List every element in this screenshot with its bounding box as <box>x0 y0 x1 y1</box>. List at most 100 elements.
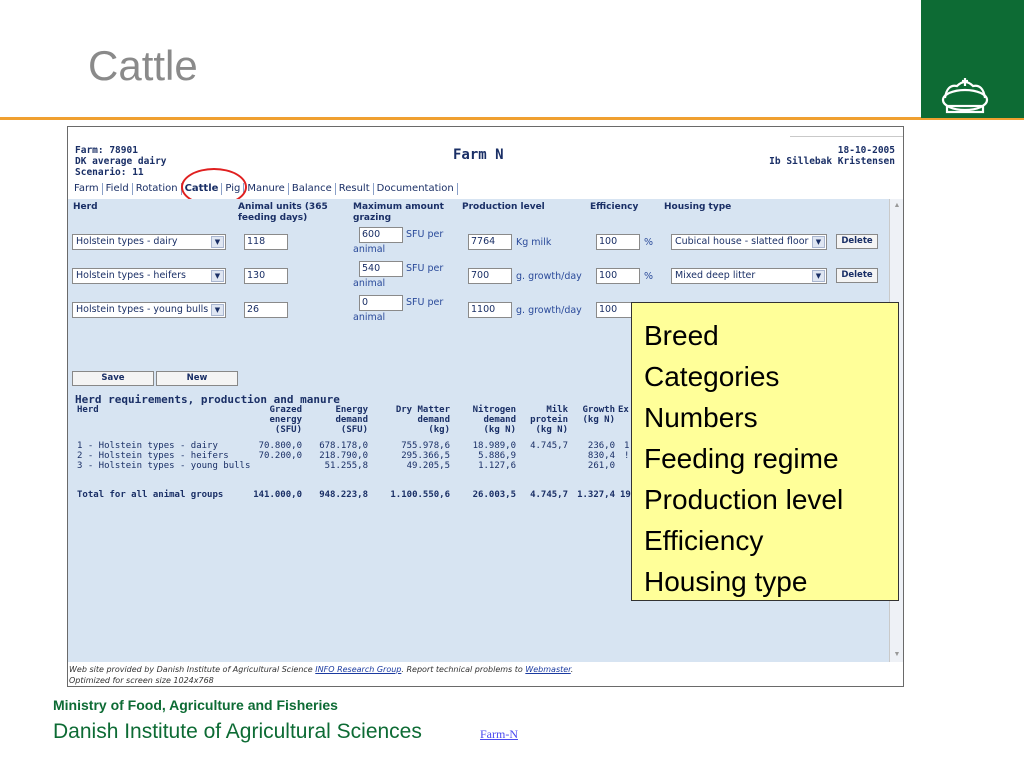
production-input[interactable]: 7764 <box>468 234 512 250</box>
col-herd: Herd <box>73 202 98 212</box>
col-grazing-line2: grazing <box>353 213 392 223</box>
housing-select[interactable]: Mixed deep litter ▼ <box>671 268 827 284</box>
sfu-label: SFU per <box>406 229 444 240</box>
req-cell-dry: 755.978,6 <box>401 441 450 451</box>
footer-text: Web site provided by Danish Institute of… <box>69 665 313 674</box>
efficiency-input[interactable]: 100 <box>596 268 640 284</box>
req-cell-growth: 236,0 <box>587 441 615 451</box>
req-cell-growth: 261,0 <box>587 461 615 471</box>
housing-value: Mixed deep litter <box>675 270 756 281</box>
footer-line2: Optimized for screen size 1024x768 <box>69 676 214 685</box>
delete-button[interactable]: Delete <box>836 268 878 283</box>
req-col-nitrogen: Nitrogen demand (kg N) <box>462 405 516 435</box>
sfu-label: SFU per <box>406 297 444 308</box>
efficiency-input[interactable]: 100 <box>596 234 640 250</box>
ministry-logo <box>921 0 1024 118</box>
percent-label: % <box>644 237 654 248</box>
tab-field[interactable]: Field <box>103 183 133 195</box>
req-col-energy-l2: demand <box>335 415 368 425</box>
grazing-input[interactable]: 0 <box>359 295 403 311</box>
req-cell-nitrogen: 5.886,9 <box>478 451 516 461</box>
footer-text: . <box>570 665 574 674</box>
chevron-down-icon: ▼ <box>211 236 224 248</box>
req-cell-ex: ! <box>624 451 630 461</box>
req-col-dry-l2: demand <box>417 415 450 425</box>
req-cell-dry: 49.205,5 <box>406 461 450 471</box>
req-cell-grazed: 70.800,0 <box>258 441 302 451</box>
total-milk: 4.745,7 <box>530 490 568 500</box>
req-col-grazed-l1: Grazed <box>269 405 302 415</box>
crown-icon <box>941 78 989 114</box>
req-col-dry-l1: Dry Matter <box>395 405 450 415</box>
info-research-link[interactable]: INFO Research Group <box>315 665 402 674</box>
req-col-growth-l2: (kg N) <box>582 415 615 425</box>
req-cell-growth: 830,4 <box>587 451 615 461</box>
ministry-name: Ministry of Food, Agriculture and Fisher… <box>53 697 338 713</box>
tab-manure[interactable]: Manure <box>244 183 289 195</box>
total-growth: 1.327,4 <box>577 490 615 500</box>
req-row-herd: 3 - Holstein types - young bulls <box>77 461 251 471</box>
grazing-input[interactable]: 540 <box>359 261 403 277</box>
tab-documentation[interactable]: Documentation <box>374 183 458 195</box>
breed-value: Holstein types - dairy <box>76 236 178 247</box>
breed-select[interactable]: Holstein types - heifers ▼ <box>72 268 226 284</box>
req-cell-grazed: 70.200,0 <box>258 451 302 461</box>
col-grazing: Maximum amount grazing <box>353 202 444 224</box>
chevron-down-icon: ▼ <box>812 236 825 248</box>
tab-farm[interactable]: Farm <box>71 183 103 195</box>
institute-name: Danish Institute of Agricultural Science… <box>53 720 422 743</box>
footer-line1: Web site provided by Danish Institute of… <box>69 664 902 675</box>
delete-button[interactable]: Delete <box>836 234 878 249</box>
footer-text: . Report technical problems to <box>401 665 523 674</box>
req-col-nitrogen-l2: demand <box>483 415 516 425</box>
production-unit: g. growth/day <box>516 305 582 316</box>
req-cell-nitrogen: 18.989,0 <box>472 441 516 451</box>
callout-item: Feeding regime <box>644 443 839 474</box>
req-col-milk-l1: Milk <box>546 405 568 415</box>
production-input[interactable]: 700 <box>468 268 512 284</box>
date: 18-10-2005 <box>837 145 895 156</box>
animal-label: animal <box>353 244 386 255</box>
user-name: Ib Sillebak Kristensen <box>769 156 895 167</box>
save-button[interactable]: Save <box>72 371 154 386</box>
breed-select[interactable]: Holstein types - young bulls ▼ <box>72 302 226 318</box>
col-animal-units-line2: feeding days) <box>238 213 308 223</box>
chevron-up-icon[interactable]: ▲ <box>893 202 901 209</box>
req-cell-energy: 218.790,0 <box>319 451 368 461</box>
tab-balance[interactable]: Balance <box>289 183 336 195</box>
col-production: Production level <box>462 202 545 212</box>
breed-select[interactable]: Holstein types - dairy ▼ <box>72 234 226 250</box>
farm-n-link[interactable]: Farm-N <box>480 727 518 741</box>
req-row-herd: 2 - Holstein types - heifers <box>77 451 229 461</box>
animal-units-input[interactable]: 130 <box>244 268 288 284</box>
total-ex: 19 <box>620 490 631 500</box>
req-col-grazed-l2: energy <box>269 415 302 425</box>
animal-label: animal <box>353 278 386 289</box>
chevron-down-icon[interactable]: ▼ <box>893 651 901 658</box>
app-meta: 18-10-2005 Ib Sillebak Kristensen <box>769 145 895 167</box>
totals-label: Total for all animal groups <box>77 490 224 500</box>
production-input[interactable]: 1100 <box>468 302 512 318</box>
req-col-growth-l1: Growth <box>582 405 615 415</box>
req-col-nitrogen-l3: (kg N) <box>483 425 516 435</box>
housing-select[interactable]: Cubical house - slatted floor ▼ <box>671 234 827 250</box>
tab-rotation[interactable]: Rotation <box>133 183 182 195</box>
breed-value: Holstein types - young bulls <box>76 304 209 315</box>
col-animal-units-line1: Animal units (365 <box>238 202 328 212</box>
req-cell-nitrogen: 1.127,6 <box>478 461 516 471</box>
slide-title: Cattle <box>88 42 198 89</box>
req-col-energy: Energy demand (SFU) <box>312 405 368 435</box>
percent-label: % <box>644 271 654 282</box>
requirements-title: Herd requirements, production and manure <box>75 393 340 406</box>
animal-units-input[interactable]: 118 <box>244 234 288 250</box>
tab-result[interactable]: Result <box>336 183 374 195</box>
grazing-input[interactable]: 600 <box>359 227 403 243</box>
callout-item: Production level <box>644 484 844 515</box>
req-col-milk: Milk protein (kg N) <box>520 405 568 435</box>
req-col-energy-l1: Energy <box>335 405 368 415</box>
app-header: Farm: 78901 DK average dairy Scenario: 1… <box>68 127 903 206</box>
req-col-milk-l2: protein <box>530 415 568 425</box>
new-button[interactable]: New <box>156 371 238 386</box>
webmaster-link[interactable]: Webmaster <box>525 665 571 674</box>
animal-units-input[interactable]: 26 <box>244 302 288 318</box>
